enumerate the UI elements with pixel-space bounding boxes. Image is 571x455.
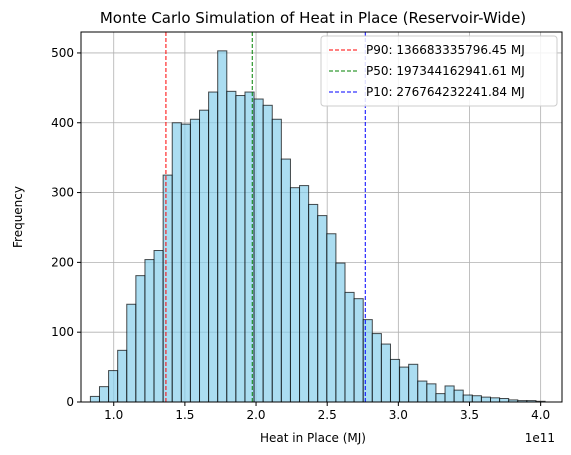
histogram-bar xyxy=(490,397,501,403)
y-tick-label: 500 xyxy=(51,46,74,60)
y-tick-label: 300 xyxy=(51,186,74,200)
histogram-bar xyxy=(244,91,255,403)
histogram-bar xyxy=(89,395,100,403)
histogram-bar xyxy=(117,349,128,403)
legend-box xyxy=(320,35,558,107)
y-tick-label: 200 xyxy=(51,255,74,269)
histogram-bar xyxy=(353,298,364,403)
p10-legend-label: P10: 276764232241.84 MJ xyxy=(366,85,525,99)
plot-frame xyxy=(80,31,563,403)
histogram-bar xyxy=(380,343,391,403)
histogram-bar xyxy=(453,389,464,403)
histogram-bar xyxy=(180,123,191,403)
y-axis-ticks: 0 100 200 300 400 500 xyxy=(51,46,81,409)
histogram-bar xyxy=(271,118,282,403)
x-axis-ticks: 1.0 1.5 2.0 2.5 3.0 3.5 4.0 xyxy=(104,402,550,422)
histogram-bar xyxy=(344,291,355,403)
histogram-bar xyxy=(389,358,401,403)
histogram-bar xyxy=(235,95,246,403)
histogram-bar xyxy=(253,98,264,403)
histogram-bar xyxy=(480,396,492,403)
x-tick-label: 1.5 xyxy=(175,408,194,422)
histogram-bar xyxy=(280,158,291,403)
x-tick-label: 3.0 xyxy=(389,408,408,422)
histogram-bar xyxy=(326,233,337,403)
legend: P90: 136683335796.45 MJ P50: 197344162941… xyxy=(320,35,558,107)
x-tick-label: 2.5 xyxy=(318,408,337,422)
histogram-bar xyxy=(262,104,273,403)
histogram-bar xyxy=(208,91,219,403)
histogram-bar xyxy=(462,394,473,403)
y-tick-label: 400 xyxy=(51,116,74,130)
p90-legend-label: P90: 136683335796.45 MJ xyxy=(366,43,525,57)
histogram-bar xyxy=(98,386,110,403)
histogram-bar xyxy=(226,90,237,403)
p50-legend-label: P50: 197344162941.61 MJ xyxy=(366,64,525,78)
histogram-bar xyxy=(335,262,346,403)
x-tick-label: 4.0 xyxy=(531,408,550,422)
histogram-bar xyxy=(417,380,428,403)
histogram-bar xyxy=(299,185,310,403)
histogram-bar xyxy=(189,118,201,403)
histogram-bar xyxy=(362,319,373,403)
histogram-bar xyxy=(444,385,455,403)
x-tick-label: 3.5 xyxy=(460,408,479,422)
histogram-bar xyxy=(289,187,301,403)
histogram-bar xyxy=(308,203,319,403)
histogram-bar xyxy=(371,333,382,403)
histogram-bar xyxy=(399,366,410,403)
histogram-bar xyxy=(317,215,328,403)
histogram-bar xyxy=(144,259,155,403)
histogram-bar xyxy=(108,370,119,403)
histogram-bar xyxy=(153,250,164,403)
histogram-bar xyxy=(408,363,419,403)
histogram-bar xyxy=(171,122,182,403)
histogram-bar xyxy=(199,109,210,403)
y-tick-label: 0 xyxy=(66,395,74,409)
y-tick-label: 100 xyxy=(51,325,74,339)
histogram-bar xyxy=(471,395,482,403)
histogram-bar xyxy=(435,393,446,403)
histogram-bar xyxy=(426,383,437,403)
y-axis-label: Frequency xyxy=(11,186,25,248)
histogram-bar xyxy=(499,398,510,403)
x-axis-label: Heat in Place (MJ) xyxy=(260,431,366,445)
x-axis-offset-label: 1e11 xyxy=(525,431,555,445)
histogram-bar xyxy=(217,50,228,403)
histogram-bar xyxy=(135,275,146,403)
x-tick-label: 1.0 xyxy=(104,408,123,422)
chart-title: Monte Carlo Simulation of Heat in Place … xyxy=(100,9,526,27)
histogram-bar xyxy=(162,174,173,403)
x-tick-label: 2.0 xyxy=(246,408,265,422)
histogram-bars xyxy=(89,50,546,403)
histogram-bar xyxy=(126,303,137,403)
